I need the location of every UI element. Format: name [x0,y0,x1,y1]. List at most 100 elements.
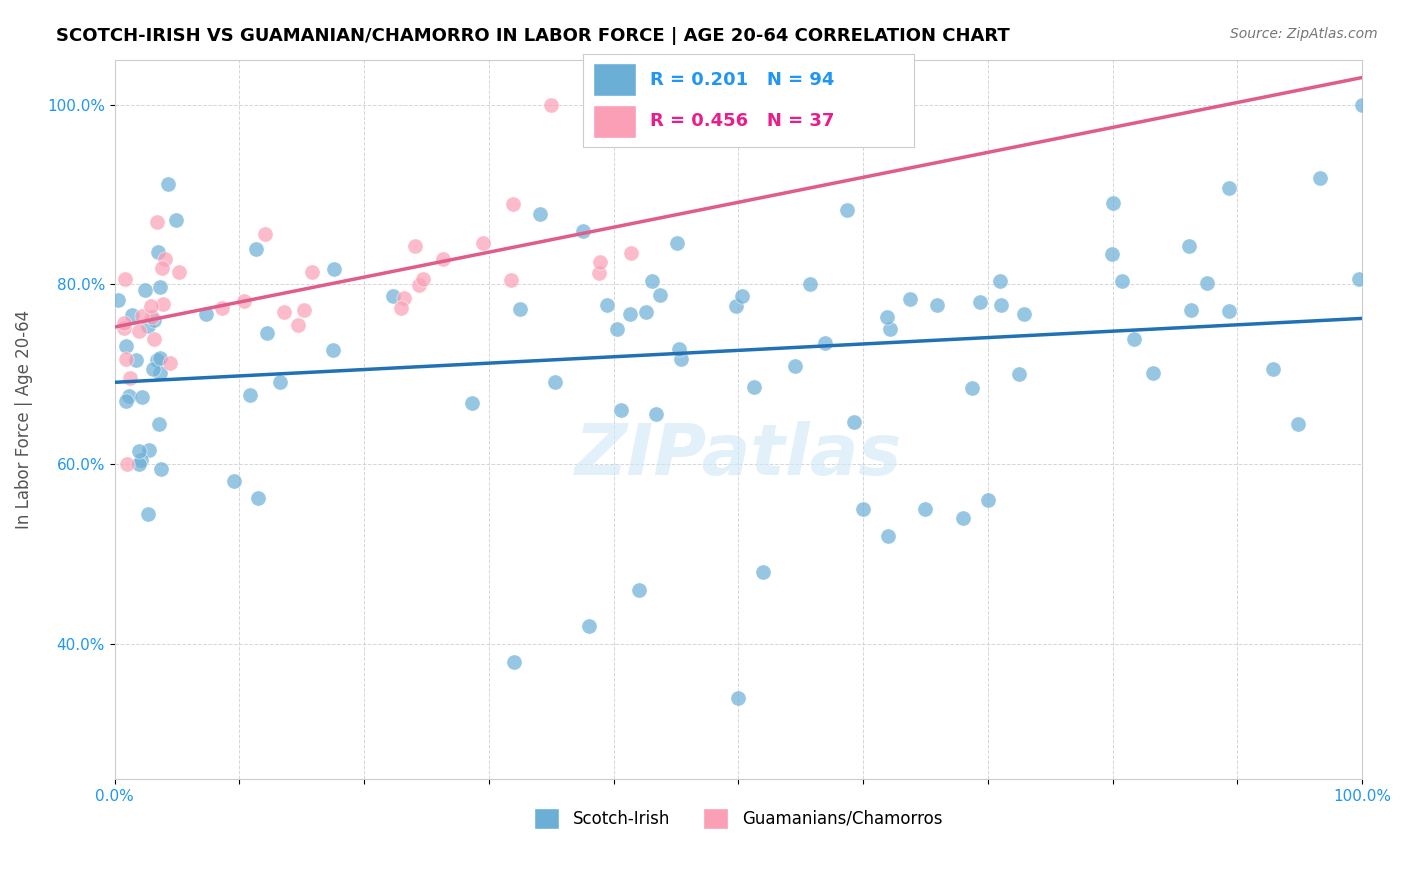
Point [619,307,641,321]
Point [107,293,129,307]
Text: ZIPatlas: ZIPatlas [575,421,903,490]
Point [1102,196,1125,211]
Point [544,375,567,389]
Point [502,197,524,211]
Point [814,335,837,350]
Point [650,288,672,302]
Point [148,417,170,431]
Point [246,491,269,505]
Point [269,375,291,389]
Point [1123,332,1146,346]
Point [146,352,169,367]
Point [540,97,562,112]
Point [253,227,276,241]
Point [898,292,921,306]
Point [392,292,415,306]
Point [588,254,610,268]
Point [222,475,245,489]
Point [799,277,821,292]
Point [167,265,190,279]
Point [233,294,256,309]
Point [128,324,150,338]
Point [125,353,148,368]
Point [1351,97,1374,112]
Point [112,320,135,334]
Point [408,278,430,293]
Point [752,565,775,579]
Point [292,303,315,318]
Point [143,313,166,327]
Point [159,356,181,370]
Point [879,321,901,335]
Point [149,462,172,476]
Point [1101,247,1123,261]
Point [665,235,688,250]
Text: R = 0.201   N = 94: R = 0.201 N = 94 [650,70,834,88]
Point [245,242,267,256]
Point [1012,307,1035,321]
Point [588,266,610,280]
Point [641,274,664,288]
Point [239,388,262,402]
Point [634,305,657,319]
Point [114,394,136,409]
Point [852,502,875,516]
Point [152,297,174,311]
Point [990,274,1012,288]
Point [499,273,522,287]
Point [785,359,807,373]
Point [120,370,142,384]
Point [136,318,159,333]
Point [389,301,412,315]
Point [927,297,949,311]
Point [1008,367,1031,381]
Point [412,272,434,286]
Point [877,529,900,543]
Point [990,297,1012,311]
Point [287,318,309,333]
Point [382,289,405,303]
Point [112,316,135,330]
Point [1261,362,1284,376]
Point [115,351,138,366]
Point [432,252,454,266]
Point [1286,417,1309,431]
Point [731,289,754,303]
Point [150,261,173,276]
Point [1348,272,1371,286]
Point [960,381,983,395]
Point [1218,181,1240,195]
Point [1180,303,1202,318]
Point [404,238,426,252]
Point [142,362,165,376]
Point [952,511,974,525]
Point [136,508,159,522]
Point [610,402,633,417]
FancyBboxPatch shape [593,105,637,138]
Point [165,213,187,227]
Point [1218,304,1240,318]
Point [129,453,152,467]
Point [596,298,619,312]
Point [571,224,593,238]
Point [529,207,551,221]
Point [194,307,217,321]
Point [142,333,165,347]
Legend: Scotch-Irish, Guamanians/Chamorros: Scotch-Irish, Guamanians/Chamorros [527,802,949,835]
Point [323,262,346,277]
Point [742,380,765,394]
Point [977,493,1000,508]
Point [1195,277,1218,291]
Point [115,339,138,353]
Point [727,691,749,706]
Point [969,295,991,310]
Point [146,214,169,228]
Point [460,396,482,410]
Point [578,619,600,633]
Point [668,342,690,356]
Text: Source: ZipAtlas.com: Source: ZipAtlas.com [1230,27,1378,41]
Text: R = 0.456   N = 37: R = 0.456 N = 37 [650,112,834,130]
Point [131,310,153,324]
Point [322,343,344,357]
Point [876,310,898,325]
